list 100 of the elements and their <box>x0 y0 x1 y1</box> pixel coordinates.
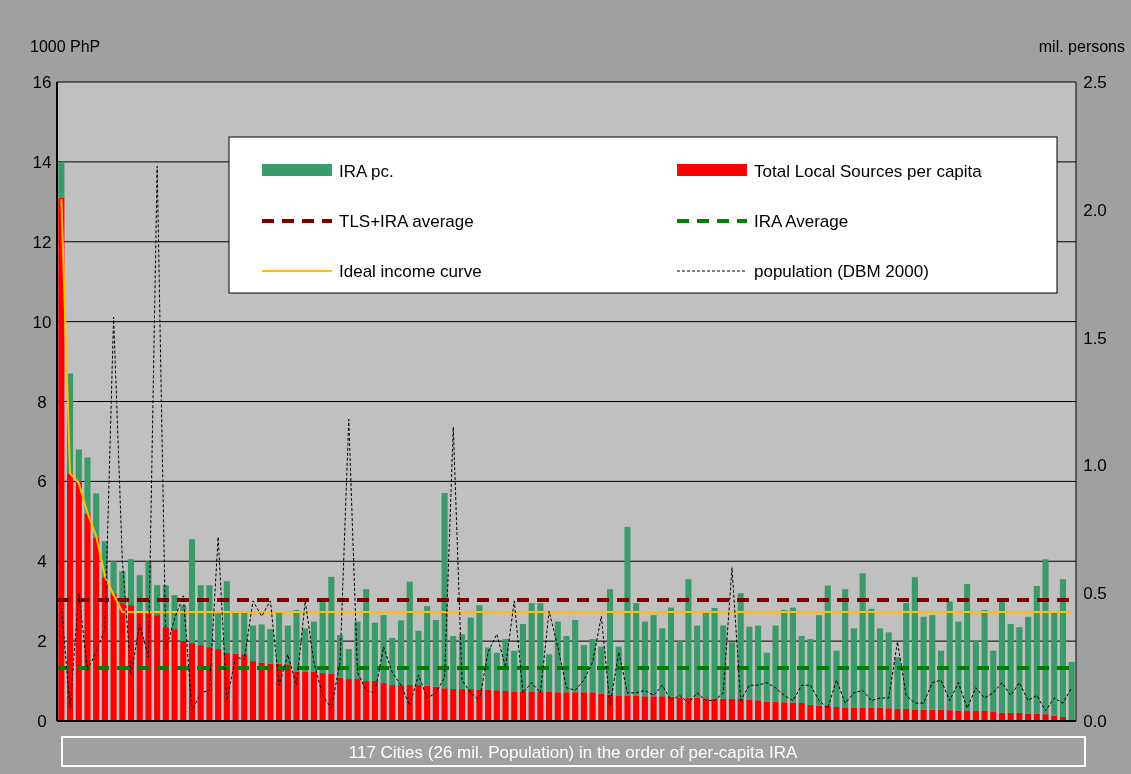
bar <box>249 625 257 662</box>
bar <box>276 611 283 664</box>
bar <box>319 673 326 721</box>
bar <box>284 625 291 665</box>
bar <box>424 685 431 721</box>
bar <box>885 632 892 709</box>
bar <box>319 601 326 674</box>
bar <box>328 673 335 721</box>
bar <box>816 705 823 721</box>
bar <box>833 707 840 721</box>
bar <box>267 629 274 664</box>
bar <box>293 609 300 672</box>
bar <box>476 605 483 690</box>
bar <box>485 689 492 721</box>
bar <box>903 709 910 721</box>
bar <box>154 615 161 721</box>
bar <box>493 690 500 721</box>
bar <box>807 639 814 706</box>
bar <box>441 688 448 721</box>
line-series <box>60 165 1073 712</box>
bar <box>511 691 518 721</box>
bar <box>249 661 257 721</box>
bar <box>180 641 187 721</box>
bar <box>127 559 135 606</box>
legend-label: IRA Average <box>754 212 849 231</box>
bar <box>1016 627 1023 714</box>
bar <box>293 671 300 721</box>
bar <box>641 696 648 721</box>
bar <box>694 697 701 721</box>
bar <box>624 695 631 721</box>
bar <box>589 639 596 693</box>
bar <box>1007 623 1014 714</box>
bar <box>232 611 239 654</box>
bar <box>554 692 561 721</box>
bar <box>563 692 570 721</box>
bar <box>1033 586 1040 714</box>
bar <box>424 605 431 686</box>
bar <box>929 615 936 710</box>
bar <box>310 671 317 721</box>
bar <box>258 624 265 663</box>
bar <box>641 621 648 697</box>
bar <box>685 579 692 698</box>
bar <box>310 621 317 672</box>
bar <box>467 617 474 690</box>
bar <box>876 628 884 708</box>
bar <box>110 561 117 594</box>
bar <box>659 696 666 721</box>
bar <box>380 682 387 721</box>
bar <box>75 449 82 482</box>
bar <box>502 691 509 721</box>
bar <box>763 701 770 721</box>
y-tick-label: 14 <box>32 152 52 172</box>
bar <box>1051 612 1058 716</box>
bar <box>241 611 248 655</box>
bar <box>110 593 117 721</box>
bar <box>519 691 526 721</box>
y-tick-label: 8 <box>37 392 47 412</box>
legend-label: Total Local Sources per capita <box>754 162 983 181</box>
bar <box>598 646 605 694</box>
bar <box>354 679 361 721</box>
bar <box>397 620 405 686</box>
bar <box>990 650 997 712</box>
bar <box>998 601 1006 713</box>
y2-tick-label: 2.5 <box>1083 73 1107 92</box>
bar <box>868 707 875 721</box>
y-tick-label: 10 <box>32 312 52 332</box>
bar <box>911 709 918 721</box>
bar <box>528 603 535 692</box>
bar <box>868 608 875 708</box>
bar <box>685 697 692 721</box>
bar <box>911 577 918 710</box>
y2-tick-label: 0.0 <box>1083 712 1107 731</box>
bar <box>624 526 631 696</box>
bar <box>1025 616 1032 714</box>
y-tick-label: 4 <box>37 552 47 572</box>
bar <box>798 635 805 704</box>
y-tick-label: 0 <box>37 712 47 731</box>
bar <box>807 705 814 721</box>
bar <box>1068 661 1075 721</box>
y-axis-title: 1000 PhP <box>30 38 101 55</box>
bar <box>511 650 518 692</box>
y2-tick-label: 1.0 <box>1083 456 1107 476</box>
bar <box>859 573 866 708</box>
bar <box>589 692 596 721</box>
bar <box>676 641 683 698</box>
bar <box>894 657 901 710</box>
bar <box>650 615 657 697</box>
bar <box>415 685 422 721</box>
bar <box>345 679 352 721</box>
bar <box>633 603 640 696</box>
bar <box>772 625 779 702</box>
bar <box>458 689 466 721</box>
bar <box>746 699 753 721</box>
bar <box>798 703 805 721</box>
bar <box>711 698 718 721</box>
bar <box>397 685 405 721</box>
legend-label: population (DBM 2000) <box>754 262 929 281</box>
bar <box>711 607 718 699</box>
bar <box>816 615 823 706</box>
y2-axis-title: mil. persons <box>1038 38 1125 55</box>
